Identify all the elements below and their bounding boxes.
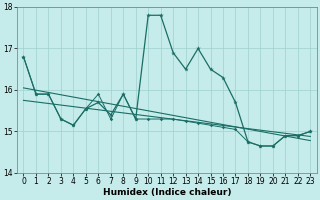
X-axis label: Humidex (Indice chaleur): Humidex (Indice chaleur) [103,188,231,197]
